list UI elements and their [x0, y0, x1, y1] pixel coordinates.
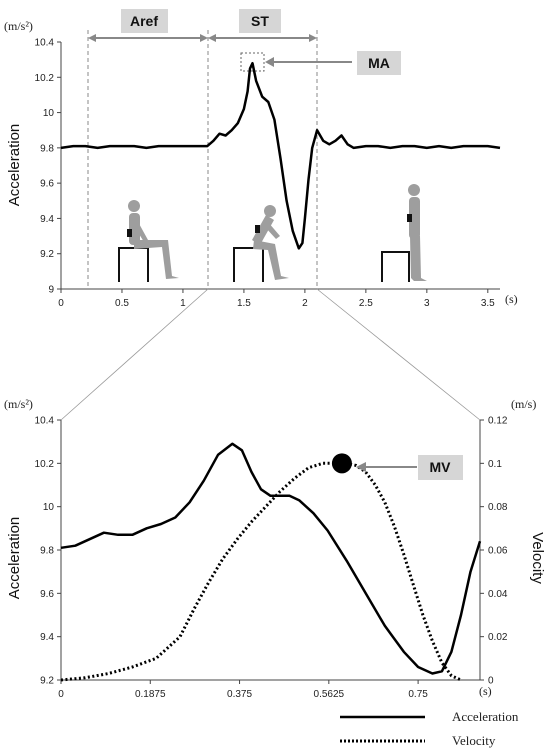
bottom-chart: (m/s²) (m/s) (s) Acceleration Velocity 9… [4, 397, 546, 700]
ma-dotted-box [240, 52, 265, 72]
top-x-tick-label: 3 [424, 298, 430, 309]
bottom-x-unit: (s) [479, 684, 492, 698]
ma-label: MA [368, 55, 390, 71]
legend-velocity-label: Velocity [452, 733, 496, 748]
bottom-y-tick-label-right: 0 [488, 676, 494, 687]
aref-label-box [121, 9, 168, 33]
bottom-y-label-left: Acceleration [6, 517, 23, 600]
chair-1 [118, 247, 149, 282]
top-y-tick-label: 9.2 [40, 249, 54, 260]
chair-2 [233, 247, 264, 282]
top-x-tick-label: 0 [58, 298, 64, 309]
top-x-tick-label: 1 [180, 298, 186, 309]
bottom-x-tick-label: 0.1875 [135, 689, 166, 700]
top-chart: (m/s²) (s) Acceleration 99.29.49.69.8101… [4, 9, 518, 309]
rising-person-figure [233, 205, 289, 282]
top-acceleration-line [60, 61, 501, 250]
mv-arrow-head [356, 462, 366, 472]
top-y-label: Acceleration [6, 124, 23, 207]
top-y-tick-label: 10 [43, 108, 55, 119]
bottom-y-tick-label-right: 0.08 [488, 502, 508, 513]
aref-arrow-right-head [200, 34, 208, 42]
bottom-y-tick-label-left: 10 [43, 502, 55, 513]
zoom-connector-right [316, 288, 481, 421]
legend: Acceleration Velocity [340, 709, 519, 748]
top-y-tick-label: 10.2 [35, 73, 55, 84]
ma-label-box [357, 51, 401, 75]
bottom-y-tick-label-left: 10.4 [35, 416, 55, 427]
bottom-y-tick-label-left: 9.2 [40, 676, 54, 687]
bottom-y-tick-label-left: 9.8 [40, 546, 54, 557]
aref-arrow-left-head [88, 34, 96, 42]
standing-person-figure [381, 184, 427, 282]
bottom-y-tick-label-left: 9.6 [40, 589, 54, 600]
bottom-y-tick-label-right: 0.02 [488, 632, 508, 643]
seated-person-figure [118, 200, 179, 282]
bottom-x-tick-label: 0.375 [227, 689, 252, 700]
bottom-y-tick-label-right: 0.1 [488, 459, 502, 470]
top-annotations [87, 30, 352, 289]
top-x-tick-label: 3.5 [481, 298, 495, 309]
st-arrow-right-head [309, 34, 317, 42]
top-y-tick-label: 10.4 [35, 38, 55, 49]
top-y-tick-label: 9.8 [40, 143, 54, 154]
bottom-y-tick-label-right: 0.06 [488, 546, 508, 557]
bottom-y-tick-label-right: 0.04 [488, 589, 508, 600]
ma-arrow-head [265, 57, 274, 67]
top-x-tick-label: 2 [302, 298, 308, 309]
legend-acceleration-label: Acceleration [452, 709, 519, 724]
st-arrow-left-head [208, 34, 216, 42]
bottom-x-tick-label: 0.5625 [314, 689, 345, 700]
zoom-connector-left [60, 288, 209, 421]
top-y-tick-label: 9 [48, 285, 54, 296]
acceleration-line [60, 442, 482, 675]
mv-label-box [418, 455, 463, 480]
bottom-y-tick-label-left: 10.2 [35, 459, 55, 470]
top-y-tick-label: 9.6 [40, 179, 54, 190]
top-y-tick-label: 9.4 [40, 214, 54, 225]
top-x-unit: (s) [505, 292, 518, 306]
bottom-x-tick-label: 0 [58, 689, 64, 700]
mv-marker [331, 453, 352, 474]
bottom-y-unit-right: (m/s) [511, 397, 536, 411]
bottom-y-tick-label-left: 9.4 [40, 632, 54, 643]
mv-label: MV [430, 459, 452, 475]
chair-3 [381, 251, 410, 282]
velocity-line [60, 461, 462, 682]
top-x-tick-label: 1.5 [237, 298, 251, 309]
bottom-y-label-right: Velocity [529, 532, 546, 584]
st-label-box [239, 9, 281, 33]
bottom-x-tick-label: 0.75 [408, 689, 428, 700]
st-label: ST [251, 13, 269, 29]
bottom-y-unit-left: (m/s²) [4, 397, 33, 411]
top-x-tick-label: 0.5 [115, 298, 129, 309]
top-y-unit: (m/s²) [4, 19, 33, 33]
bottom-y-tick-label-right: 0.12 [488, 416, 508, 427]
aref-label: Aref [130, 13, 158, 29]
top-x-tick-label: 2.5 [359, 298, 373, 309]
